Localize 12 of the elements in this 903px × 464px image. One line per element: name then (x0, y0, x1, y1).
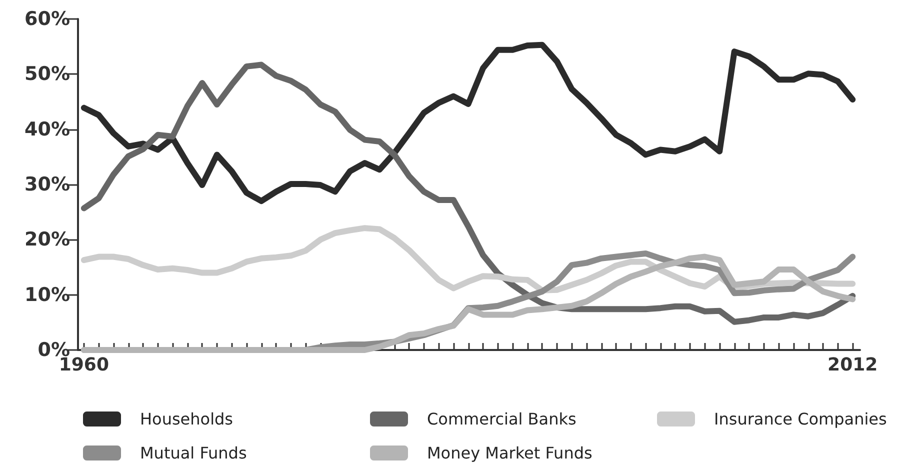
y-tick-label: 30% (24, 174, 70, 196)
legend-label: Mutual Funds (140, 444, 247, 462)
x-tick-label: 2012 (828, 354, 878, 376)
y-tick-label: 60% (24, 8, 70, 30)
y-tick-label: 40% (24, 118, 70, 140)
legend-label: Commercial Banks (427, 410, 576, 428)
legend-label: Insurance Companies (714, 410, 887, 428)
legend-label: Households (140, 410, 234, 428)
y-tick-label: 10% (24, 284, 70, 306)
y-tick-label: 20% (24, 228, 70, 251)
y-tick-label: 50% (24, 63, 70, 86)
legend-label: Money Market Funds (427, 444, 592, 462)
